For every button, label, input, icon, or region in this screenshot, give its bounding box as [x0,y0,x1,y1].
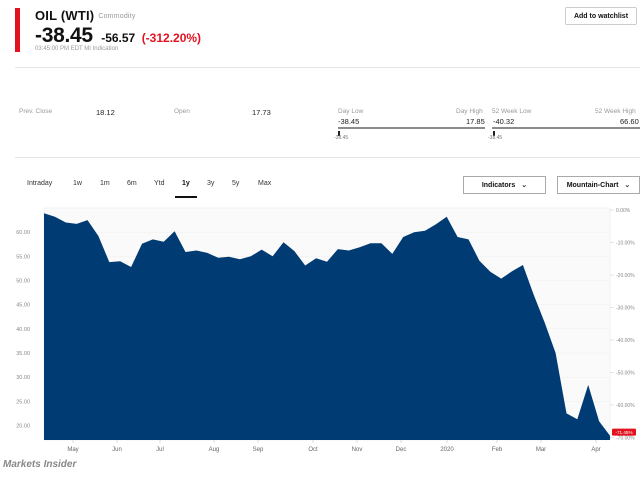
x-tick-label: Jun [112,447,122,453]
header-divider [15,67,640,68]
markets-insider-logo: Markets Insider [3,459,77,470]
indicators-label: Indicators [481,181,516,189]
y-tick-label-right: -20.00% [616,273,635,279]
tab-intraday[interactable]: Intraday [27,180,53,187]
y-tick-label-left: 20.00 [16,424,30,430]
quote-timestamp: 03:45:00 PM EDT MI Indication [35,46,119,52]
day-range-bar [338,127,485,129]
tab-max[interactable]: Max [258,180,272,187]
y-tick-label-left: 50.00 [16,279,30,285]
x-tick-label: Nov [352,447,363,453]
tab-ytd[interactable]: Ytd [154,180,165,187]
day-range-marker [338,131,340,136]
day-high-label: Day High [456,108,483,115]
price-accent-bar [15,8,20,52]
instrument-name: OIL (WTI) Commodity [35,8,136,23]
x-tick-label: Sep [253,447,264,453]
y-tick-label-left: 25.00 [16,399,30,405]
week52-range-bar [492,127,640,129]
day-low-value: -38.45 [338,117,360,126]
x-tick-label: Jul [156,447,164,453]
chart-type-label: Mountain-Chart [566,181,619,189]
week52-range-marker [493,131,495,136]
x-tick-label: Feb [492,447,503,453]
price-row: -38.45 -56.57 (-312.20%) [35,24,201,48]
y-tick-label-right: -50.00% [616,371,635,377]
day-low-label: Day Low [338,108,364,115]
y-tick-label-right: -70.00% [616,436,635,442]
day-high-value: 17.85 [466,117,485,126]
y-tick-label-left: 45.00 [16,303,30,309]
tab-1y[interactable]: 1y [182,180,190,187]
y-tick-label-right: -40.00% [616,338,635,344]
open-label: Open [174,108,190,115]
open-value: 17.73 [252,108,271,117]
x-tick-label: May [67,447,78,453]
price-change: -56.57 [101,31,136,45]
price-change-percent: (-312.20%) [141,31,202,45]
tab-6m[interactable]: 6m [127,180,137,187]
y-tick-label-right: -60.00% [616,403,635,409]
x-tick-label: Dec [396,447,407,453]
tab-3y[interactable]: 3y [207,180,215,187]
stats-divider [15,157,640,158]
y-tick-label-left: 35.00 [16,351,30,357]
instrument-title: OIL (WTI) [35,8,95,23]
x-tick-label: 2020 [440,447,454,453]
current-value-badge-label: -71.45% [615,430,632,435]
add-to-watchlist-button[interactable]: Add to watchlist [565,7,637,25]
price-area-series [44,213,610,440]
x-tick-label: Mar [536,447,546,453]
active-tab-indicator [175,196,197,198]
y-tick-label-left: 30.00 [16,375,30,381]
y-tick-label-left: 55.00 [16,254,30,260]
tab-5y[interactable]: 5y [232,180,240,187]
prev-close-value: 18.12 [96,108,115,117]
y-tick-label-left: 40.00 [16,327,30,333]
week52-low-label: 52 Week Low [492,108,532,115]
y-tick-label-right: 0.00% [616,208,631,214]
x-tick-label: Apr [591,447,600,453]
instrument-type: Commodity [98,13,136,20]
week52-high-label: 52 Week High [595,108,636,115]
tab-1w[interactable]: 1w [73,180,82,187]
price-chart[interactable]: 60.00 55.00 50.00 45.00 40.00 35.00 30.00 25.00… [0,200,640,462]
week52-low-value: -40.32 [493,117,515,126]
x-tick-label: Aug [209,447,220,453]
prev-close-label: Prev. Close [19,108,53,115]
chart-type-dropdown[interactable]: Mountain-Chart ⌄ [557,176,640,194]
week52-high-value: 66.60 [620,117,639,126]
indicators-dropdown[interactable]: Indicators ⌄ [463,176,546,194]
last-price: -38.45 [35,24,93,47]
tab-1m[interactable]: 1m [100,180,110,187]
y-tick-label-right: -30.00% [616,306,635,312]
current-value-badge [612,428,636,436]
x-tick-label: Oct [308,447,318,453]
day-range-marker-label: -38.45 [334,135,349,141]
chevron-down-icon: ⌄ [624,182,631,189]
y-tick-label-right: -10.00% [616,241,635,247]
mountain-chart-svg: 60.00 55.00 50.00 45.00 40.00 35.00 30.00 25.00… [16,207,636,453]
week52-range-marker-label: -38.45 [488,135,503,141]
chevron-down-icon: ⌄ [521,182,528,189]
y-tick-label-left: 60.00 [16,230,30,236]
